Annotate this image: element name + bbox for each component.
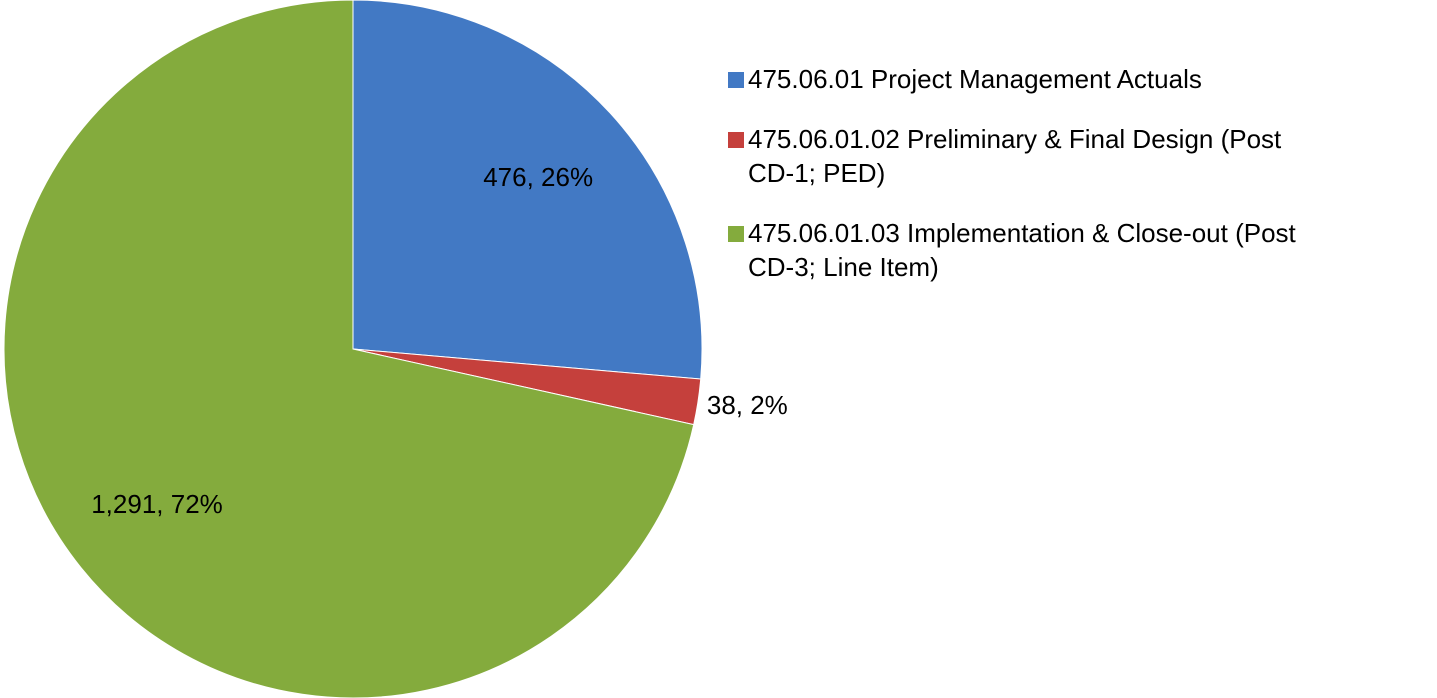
legend-label: 475.06.01.02 Preliminary & Final Design … (748, 124, 1282, 188)
data-label: 476, 26% (483, 162, 593, 192)
pie-slice (3, 0, 695, 698)
legend-item: 475.06.01.03 Implementation & Close-out … (728, 216, 1308, 284)
data-label: 38, 2% (707, 390, 788, 420)
legend-swatch (728, 72, 744, 88)
pie-slice (352, 0, 703, 380)
legend: 475.06.01 Project Management Actuals 475.… (728, 62, 1308, 310)
legend-item: 475.06.01.02 Preliminary & Final Design … (728, 122, 1308, 190)
legend-swatch (728, 132, 744, 148)
legend-swatch (728, 226, 744, 242)
legend-label: 475.06.01.03 Implementation & Close-out … (748, 218, 1296, 282)
legend-label: 475.06.01 Project Management Actuals (748, 64, 1202, 94)
data-label: 1,291, 72% (91, 489, 223, 519)
legend-item: 475.06.01 Project Management Actuals (728, 62, 1308, 96)
